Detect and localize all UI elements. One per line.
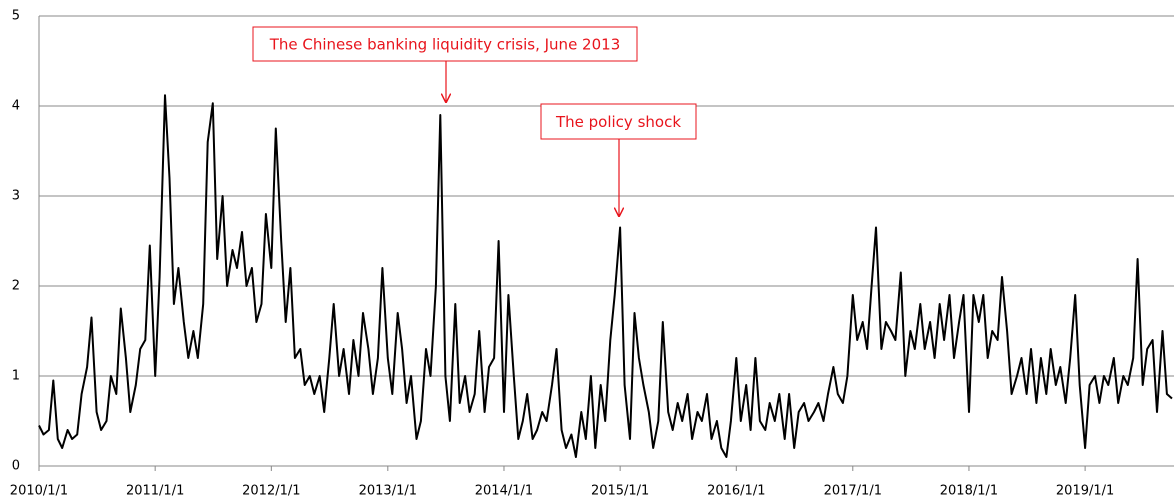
- x-tick-label: 2019/1/1: [1056, 484, 1114, 499]
- x-tick-label: 2011/1/1: [126, 484, 184, 499]
- y-tick-label: 2: [12, 279, 20, 294]
- x-tick-label: 2014/1/1: [475, 484, 533, 499]
- y-tick-label: 5: [12, 9, 20, 24]
- annotation-box: [540, 103, 697, 140]
- data-line: [38, 94, 1173, 458]
- x-tick-label: 2012/1/1: [242, 484, 300, 499]
- y-tick-label: 1: [12, 369, 20, 384]
- x-tick-label: 2013/1/1: [359, 484, 417, 499]
- y-tick-label: 4: [12, 99, 20, 114]
- annotation-text: The policy shock: [555, 113, 681, 131]
- y-tick-label: 0: [12, 459, 20, 474]
- annotation-box: [252, 26, 638, 62]
- x-tick-label: 2018/1/1: [940, 484, 998, 499]
- x-tick-label: 2015/1/1: [591, 484, 649, 499]
- x-tick-label: 2016/1/1: [707, 484, 765, 499]
- x-tick-label: 2010/1/1: [10, 484, 68, 499]
- x-tick-label: 2017/1/1: [824, 484, 882, 499]
- annotation-text: The Chinese banking liquidity crisis, Ju…: [269, 36, 621, 54]
- y-tick-label: 3: [12, 189, 20, 204]
